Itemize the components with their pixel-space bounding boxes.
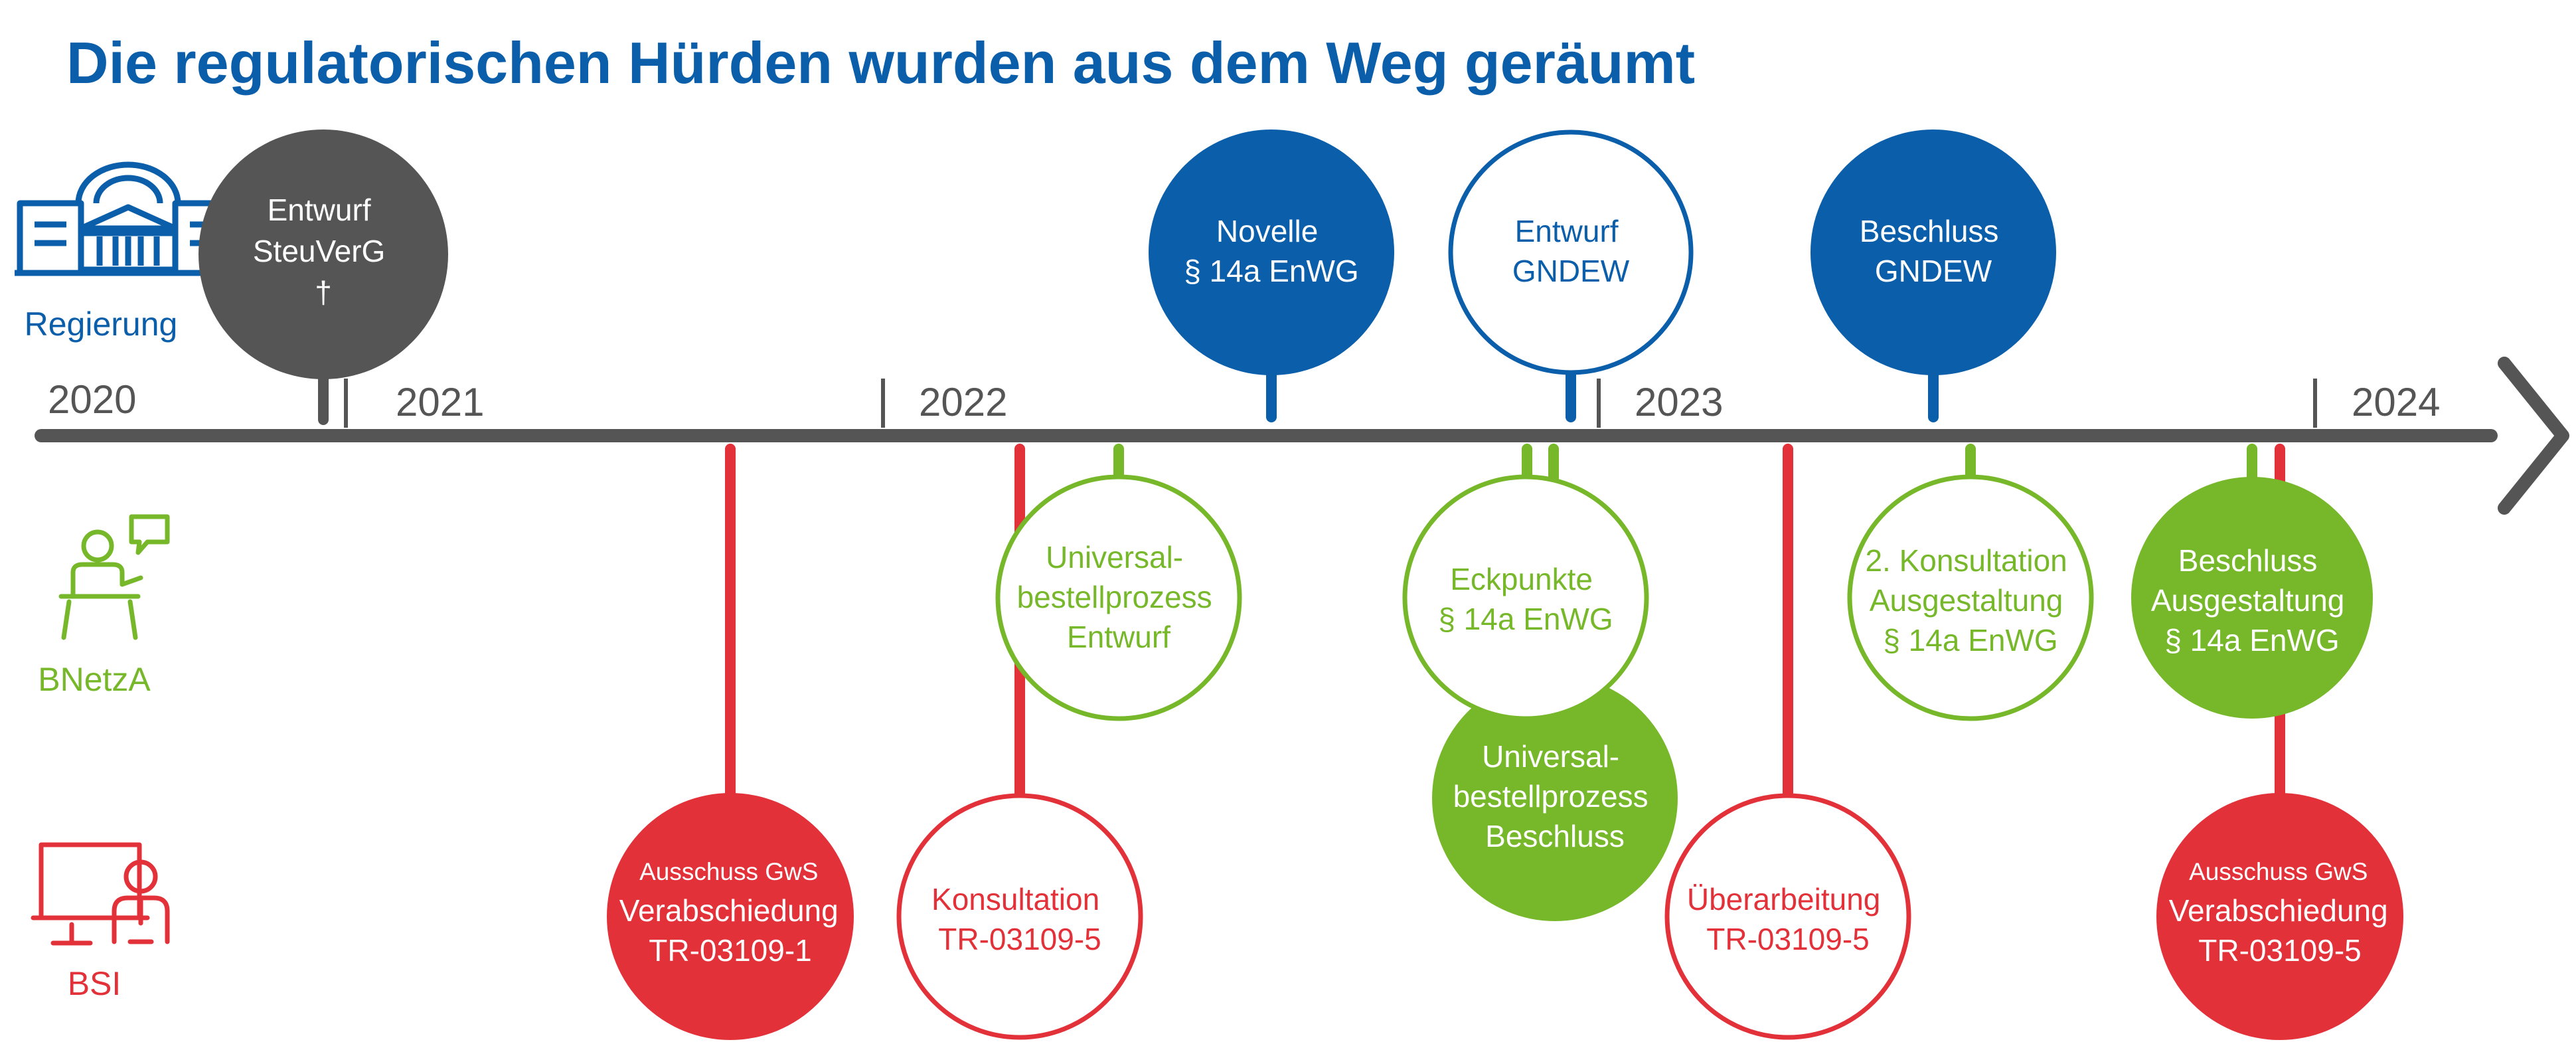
- speaker-podium-icon: [58, 514, 170, 640]
- event-text: Entwurf: [268, 193, 371, 227]
- event-universal-entwurf: Universal- bestellprozess Entwurf: [995, 474, 1242, 721]
- event-text: § 14a EnWG: [1883, 623, 2057, 657]
- event-text: Universal-: [1482, 739, 1619, 774]
- event-beschluss-gndew: Beschluss GNDEW: [1811, 130, 2056, 375]
- computer-presenter-icon: [31, 842, 170, 946]
- event-text: Ausschuss GwS: [639, 858, 818, 885]
- svg-text:Beschluss GNDEW: Beschluss GNDEW: [1860, 214, 2007, 288]
- event-text: Ausgestaltung: [1870, 583, 2063, 618]
- svg-text:Ausschuss GwS Verabschie: Ausschuss GwS Verabschiedung TR-03109-1: [619, 858, 841, 968]
- event-text: Eckpunkte: [1450, 562, 1593, 596]
- event-text: †: [315, 275, 332, 309]
- event-text: 2. Konsultation: [1865, 543, 2067, 578]
- event-ueberarbeitung-tr5: Überarbeitung TR-03109-5: [1664, 793, 1911, 1040]
- svg-text:Konsultation TR-03109-5: Konsultation TR-03109-5: [931, 882, 1108, 956]
- svg-text:Novelle § 14a EnWG: Novelle § 14a EnWG: [1184, 214, 1358, 288]
- page-title: Die regulatorischen Hürden wurden aus de…: [66, 30, 1696, 96]
- event-ausschuss-tr5: Ausschuss GwS Verabschiedung TR-03109-5: [2156, 793, 2403, 1040]
- event-universal-beschluss: Universal- bestellprozess Beschluss: [1432, 675, 1678, 921]
- year-label: 2024: [2352, 380, 2440, 424]
- event-text: Beschluss: [1860, 214, 1999, 248]
- event-text: Entwurf: [1515, 214, 1619, 248]
- timeline-axis: [35, 357, 2569, 515]
- event-text: Ausschuss GwS: [2189, 858, 2368, 885]
- event-eckpunkte-14a: Eckpunkte § 14a EnWG: [1402, 474, 1649, 721]
- event-entwurf-gndew: Entwurf GNDEW: [1448, 130, 1694, 375]
- svg-text:Universal- bestellprozes: Universal- bestellprozess Beschluss: [1453, 739, 1657, 853]
- event-text: Beschluss: [2178, 543, 2318, 578]
- event-text: bestellprozess: [1453, 779, 1649, 814]
- svg-text:Entwurf SteuVerG †: Entwurf SteuVerG †: [253, 193, 394, 309]
- svg-text:Überarbeitung TR-03109-5: Überarbeitung TR-03109-5: [1687, 882, 1889, 956]
- event-text: Entwurf: [1067, 620, 1170, 654]
- svg-text:Entwurf GNDEW: Entwurf GNDEW: [1512, 214, 1630, 288]
- event-text: bestellprozess: [1017, 580, 1212, 614]
- event-text: § 14a EnWG: [1184, 254, 1358, 288]
- event-novelle-14a: Novelle § 14a EnWG: [1149, 130, 1394, 375]
- event-konsultation-tr5: Konsultation TR-03109-5: [896, 793, 1143, 1040]
- event-text: TR-03109-5: [2198, 933, 2361, 968]
- event-ausschuss-tr1: Ausschuss GwS Verabschiedung TR-03109-1: [607, 793, 854, 1040]
- svg-text:Beschluss Ausgestaltung: Beschluss Ausgestaltung § 14a EnWG: [2151, 543, 2353, 657]
- event-text: Überarbeitung: [1687, 882, 1881, 916]
- event-text: Novelle: [1216, 214, 1318, 248]
- row-label-bsi: BSI: [68, 965, 121, 1002]
- svg-text:Universal- bestellprozes: Universal- bestellprozess Entwurf: [1017, 540, 1221, 654]
- year-label: 2020: [48, 377, 136, 422]
- event-text: SteuVerG: [253, 234, 385, 268]
- event-konsultation2-14a: 2. Konsultation Ausgestaltung § 14a EnWG: [1847, 474, 2094, 721]
- event-text: TR-03109-5: [1706, 922, 1869, 956]
- event-text: § 14a EnWG: [1438, 602, 1613, 636]
- svg-text:Eckpunkte § 14a EnWG: Eckpunkte § 14a EnWG: [1438, 562, 1613, 636]
- event-text: Verabschiedung: [619, 893, 839, 928]
- year-label: 2021: [396, 380, 484, 424]
- event-text: § 14a EnWG: [2164, 623, 2339, 657]
- event-entwurf-steuverg: Entwurf SteuVerG †: [199, 130, 448, 379]
- event-text: Verabschiedung: [2169, 893, 2388, 928]
- event-text: Beschluss: [1485, 819, 1625, 853]
- svg-text:Ausschuss GwS Verabschie: Ausschuss GwS Verabschiedung TR-03109-5: [2169, 858, 2391, 968]
- event-text: Universal-: [1046, 540, 1183, 574]
- event-text: Konsultation: [931, 882, 1099, 916]
- event-text: Ausgestaltung: [2151, 583, 2345, 618]
- arrow-head-icon: [2498, 357, 2569, 515]
- event-text: TR-03109-1: [649, 933, 811, 968]
- year-label: 2023: [1635, 380, 1723, 424]
- event-text: TR-03109-5: [938, 922, 1101, 956]
- event-text: GNDEW: [1875, 254, 1992, 288]
- event-text: GNDEW: [1512, 254, 1630, 288]
- row-label-regierung: Regierung: [25, 305, 178, 343]
- event-beschluss-ausgestaltung: Beschluss Ausgestaltung § 14a EnWG: [2131, 477, 2373, 719]
- year-label: 2022: [919, 380, 1007, 424]
- row-label-bnetza: BNetzA: [38, 661, 151, 698]
- svg-text:2. Konsultation Ausgesta: 2. Konsultation Ausgestaltung § 14a EnWG: [1865, 543, 2075, 657]
